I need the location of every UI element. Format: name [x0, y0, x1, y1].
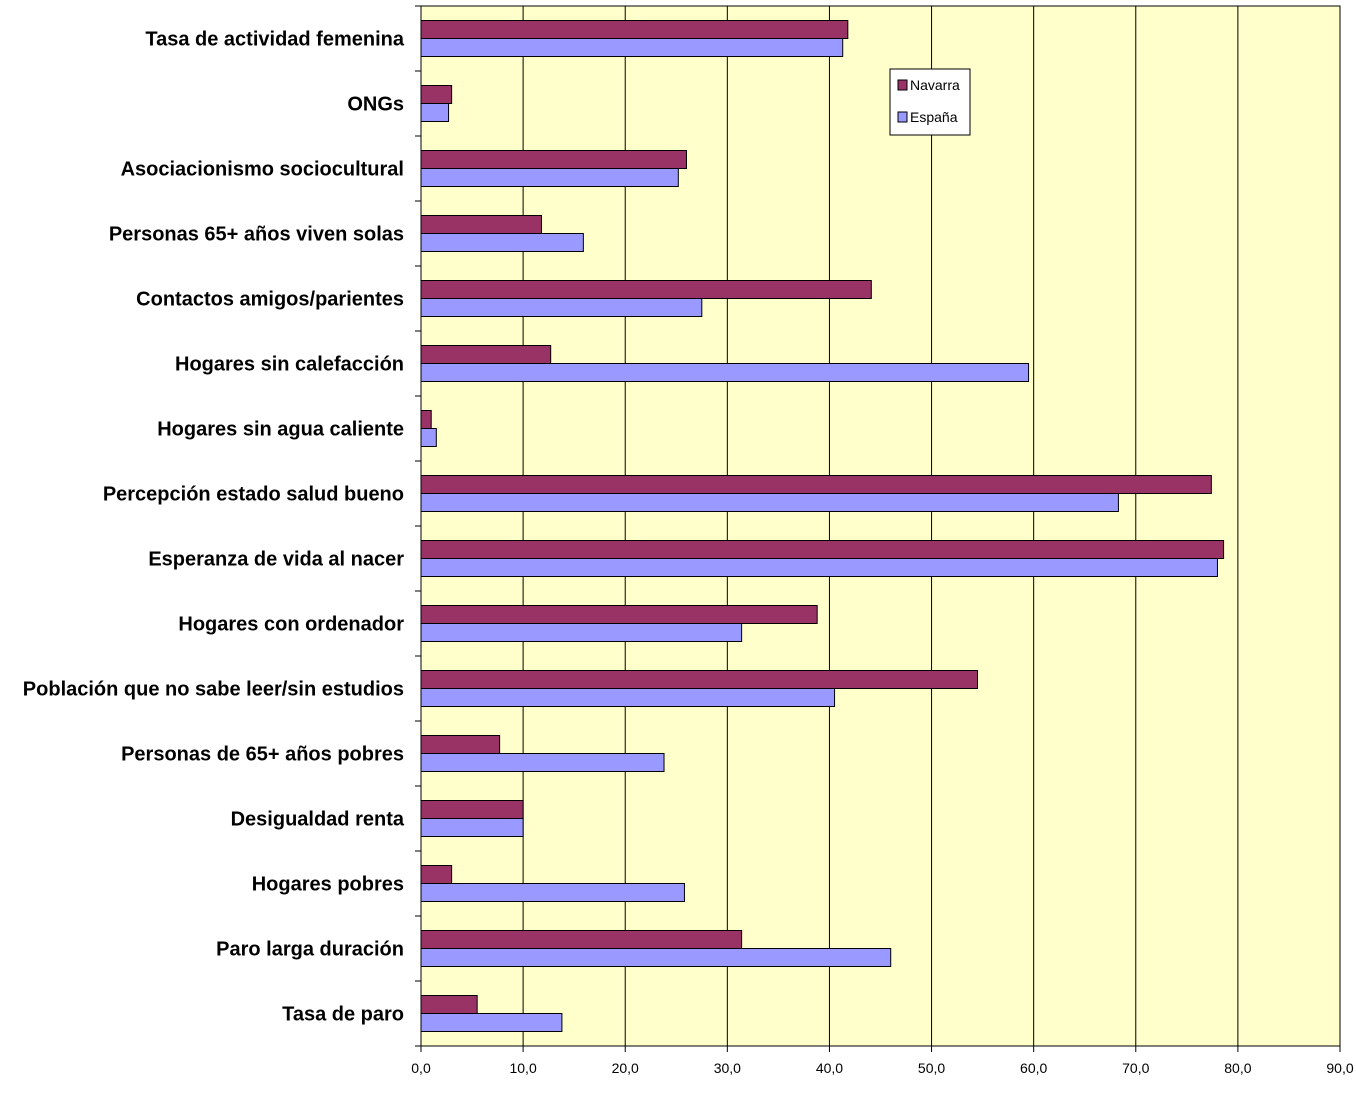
- bar-navarra: [420, 215, 542, 234]
- bar-navarra: [420, 150, 687, 169]
- tick-labels: 0,0 10,0 20,0 30,0 40,0 50,0 60,0 70,0 80,0 90,0: [411, 1060, 1354, 1076]
- bar-españa: [420, 753, 665, 772]
- x-tick-label: 10,0: [509, 1060, 536, 1076]
- x-tick-label: 60,0: [1020, 1060, 1047, 1076]
- bars: [420, 20, 1225, 1032]
- bar-navarra: [420, 345, 552, 364]
- legend-label-navarra: Navarra: [910, 77, 960, 93]
- bar-navarra: [420, 280, 872, 299]
- category-label: Tasa de paro: [282, 1004, 404, 1026]
- bar-navarra: [420, 930, 743, 949]
- x-tick-label: 80,0: [1224, 1060, 1251, 1076]
- category-label: Personas 65+ años viven solas: [109, 224, 404, 246]
- category-label: Desigualdad renta: [231, 809, 405, 831]
- bar-españa: [420, 103, 450, 122]
- legend-swatch-españa: [897, 111, 908, 123]
- x-tick-label: 0,0: [411, 1060, 431, 1076]
- bar-españa: [420, 818, 524, 837]
- category-label: Esperanza de vida al nacer: [148, 549, 404, 571]
- bar-españa: [420, 883, 685, 902]
- bar-navarra: [420, 865, 453, 884]
- axes: [415, 5, 1341, 1052]
- x-tick-label: 40,0: [816, 1060, 843, 1076]
- bar-españa: [420, 688, 836, 707]
- category-label: Hogares sin agua caliente: [157, 419, 404, 441]
- bar-españa: [420, 428, 437, 447]
- bar-navarra: [420, 410, 432, 429]
- category-label: Hogares con ordenador: [178, 614, 404, 636]
- category-labels: Tasa de actividad femenina ONGs Asociacion…: [23, 29, 405, 1026]
- category-label: Contactos amigos/parientes: [136, 289, 404, 311]
- category-label: Hogares pobres: [252, 874, 404, 896]
- x-tick-label: 70,0: [1122, 1060, 1149, 1076]
- category-label: Paro larga duración: [216, 939, 404, 961]
- x-tick-label: 20,0: [612, 1060, 639, 1076]
- bar-navarra: [420, 995, 478, 1014]
- bar-españa: [420, 948, 892, 967]
- bar-españa: [420, 38, 844, 57]
- x-tick-label: 90,0: [1326, 1060, 1353, 1076]
- bar-españa: [420, 558, 1218, 577]
- bar-navarra: [420, 800, 524, 819]
- category-label: ONGs: [347, 94, 404, 116]
- legend: Navarra España: [889, 68, 971, 136]
- category-label: Personas de 65+ años pobres: [121, 744, 404, 766]
- category-label: Percepción estado salud bueno: [103, 484, 404, 506]
- bar-españa: [420, 363, 1030, 382]
- bar-españa: [420, 233, 584, 252]
- bar-españa: [420, 1013, 563, 1032]
- bar-españa: [420, 493, 1119, 512]
- bar-navarra: [420, 605, 818, 624]
- x-tick-label: 30,0: [714, 1060, 741, 1076]
- x-tick-label: 50,0: [918, 1060, 945, 1076]
- bar-navarra: [420, 20, 849, 39]
- bar-navarra: [420, 735, 501, 754]
- bar-navarra: [420, 85, 453, 104]
- bar-españa: [420, 298, 703, 317]
- category-label: Tasa de actividad femenina: [145, 29, 404, 51]
- bar-navarra: [420, 475, 1212, 494]
- bar-navarra: [420, 540, 1225, 559]
- legend-label-españa: España: [910, 109, 958, 125]
- bar-navarra: [420, 670, 979, 689]
- category-label: Asociacionismo sociocultural: [121, 159, 404, 181]
- bar-españa: [420, 168, 679, 187]
- bar-españa: [420, 623, 743, 642]
- category-label: Hogares sin calefacción: [175, 354, 404, 376]
- legend-swatch-navarra: [897, 79, 908, 91]
- category-label: Población que no sabe leer/sin estudios: [23, 679, 404, 701]
